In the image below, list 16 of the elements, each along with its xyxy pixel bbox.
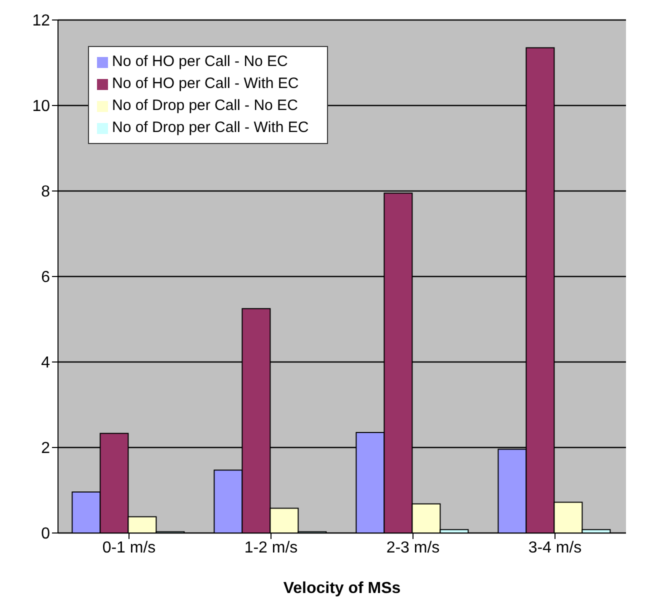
y-tick-label: 6 bbox=[41, 269, 50, 286]
legend-label: No of HO per Call - No EC bbox=[112, 53, 288, 70]
legend-label: No of Drop per Call - No EC bbox=[112, 97, 298, 114]
x-tick-label: 1-2 m/s bbox=[244, 539, 298, 556]
x-tick-label: 3-4 m/s bbox=[528, 539, 582, 556]
legend-label: No of Drop per Call - With EC bbox=[112, 119, 309, 136]
x-axis-title: Velocity of MSs bbox=[283, 580, 401, 597]
y-tick-label: 12 bbox=[32, 12, 50, 30]
x-tick-label: 0-1 m/s bbox=[102, 539, 156, 556]
y-tick-label: 2 bbox=[41, 440, 50, 458]
y-tick-label: 4 bbox=[41, 354, 50, 372]
y-tick-label: 8 bbox=[41, 184, 50, 201]
y-tick-label: 10 bbox=[32, 98, 50, 116]
y-tick-label: 0 bbox=[41, 526, 50, 543]
x-tick-label: 2-3 m/s bbox=[386, 539, 440, 556]
legend-label: No of HO per Call - With EC bbox=[112, 75, 299, 92]
